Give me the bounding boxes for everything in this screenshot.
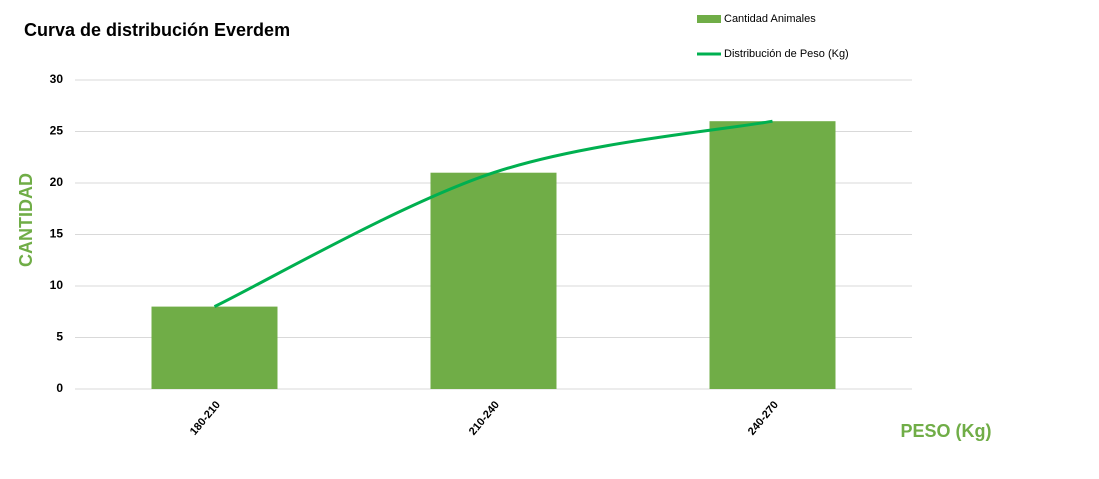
y-tick-label: 0 xyxy=(56,381,63,395)
y-axis-label: CANTIDAD xyxy=(16,173,36,267)
x-tick-label: 210-240 xyxy=(467,399,502,438)
y-tick-label: 5 xyxy=(56,330,63,344)
y-tick-label: 20 xyxy=(50,175,64,189)
legend-label: Distribución de Peso (Kg) xyxy=(724,48,849,60)
legend-swatch xyxy=(697,15,721,23)
chart-title: Curva de distribución Everdem xyxy=(24,20,290,40)
y-tick-label: 25 xyxy=(50,124,64,138)
y-tick-label: 10 xyxy=(50,278,64,292)
line xyxy=(213,119,773,308)
bar xyxy=(151,306,278,389)
y-tick-label: 30 xyxy=(50,72,64,86)
legend-label: Cantidad Animales xyxy=(724,13,816,25)
x-tick-label: 180-210 xyxy=(188,399,223,438)
bar xyxy=(430,172,557,389)
bar xyxy=(709,121,836,389)
x-axis-label: PESO (Kg) xyxy=(900,421,991,441)
x-tick-label: 240-270 xyxy=(746,399,781,438)
y-tick-label: 15 xyxy=(50,227,64,241)
